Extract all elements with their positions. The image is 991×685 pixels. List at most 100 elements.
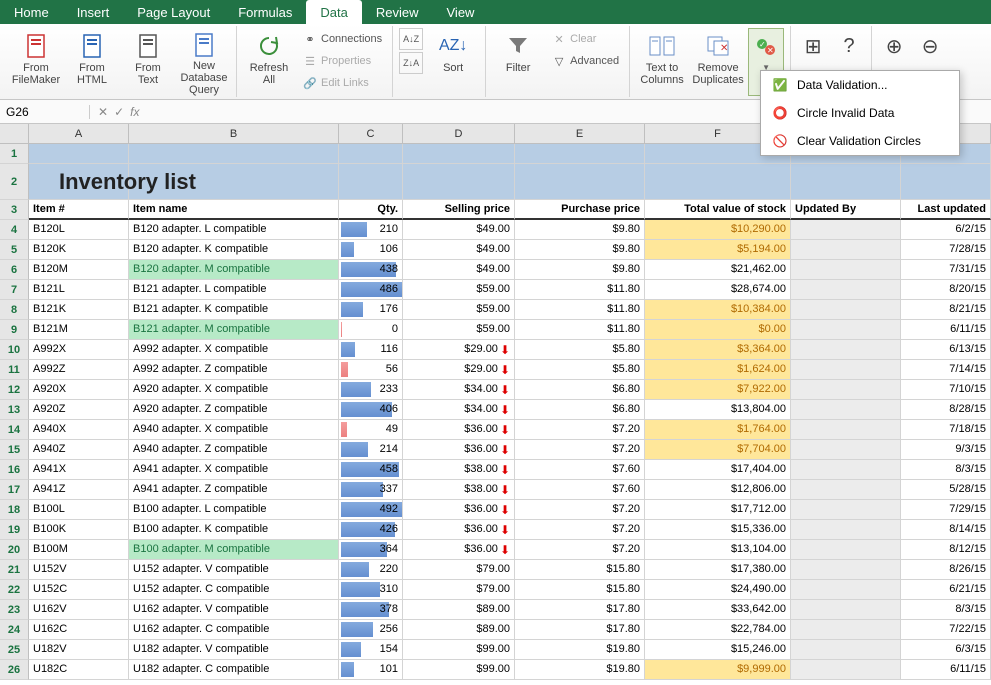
total-value[interactable]: $5,194.00 (645, 240, 791, 260)
qty-cell[interactable]: 486 (339, 280, 403, 300)
last-updated[interactable]: 7/31/15 (901, 260, 991, 280)
qty-cell[interactable]: 56 (339, 360, 403, 380)
row-head[interactable]: 7 (0, 280, 29, 300)
purchase-price[interactable]: $7.20 (515, 520, 645, 540)
qty-cell[interactable]: 378 (339, 600, 403, 620)
row-head[interactable]: 22 (0, 580, 29, 600)
last-updated[interactable]: 6/11/15 (901, 660, 991, 680)
row-head[interactable]: 17 (0, 480, 29, 500)
item-name[interactable]: A941 adapter. X compatible (129, 460, 339, 480)
cell[interactable] (515, 144, 645, 164)
last-updated[interactable]: 6/2/15 (901, 220, 991, 240)
item-id[interactable]: A920Z (29, 400, 129, 420)
purchase-price[interactable]: $9.80 (515, 240, 645, 260)
total-value[interactable]: $1,764.00 (645, 420, 791, 440)
row-head[interactable]: 8 (0, 300, 29, 320)
updated-by[interactable] (791, 640, 901, 660)
last-updated[interactable]: 6/13/15 (901, 340, 991, 360)
sell-price[interactable]: $99.00 (403, 640, 515, 660)
row-head[interactable]: 25 (0, 640, 29, 660)
qty-cell[interactable]: 492 (339, 500, 403, 520)
purchase-price[interactable]: $15.80 (515, 580, 645, 600)
item-id[interactable]: B121M (29, 320, 129, 340)
item-id[interactable]: A920X (29, 380, 129, 400)
item-name[interactable]: A992 adapter. Z compatible (129, 360, 339, 380)
updated-by[interactable] (791, 260, 901, 280)
cell[interactable] (339, 164, 403, 200)
sell-price[interactable]: $34.00⬇ (403, 380, 515, 400)
item-name[interactable]: B120 adapter. M compatible (129, 260, 339, 280)
col-head-B[interactable]: B (129, 124, 339, 144)
edit-links-button[interactable]: 🔗Edit Links (299, 72, 386, 94)
updated-by[interactable] (791, 280, 901, 300)
total-value[interactable]: $10,384.00 (645, 300, 791, 320)
row-head[interactable]: 5 (0, 240, 29, 260)
purchase-price[interactable]: $6.80 (515, 380, 645, 400)
total-value[interactable]: $15,336.00 (645, 520, 791, 540)
qty-cell[interactable]: 310 (339, 580, 403, 600)
table-header[interactable]: Item # (29, 200, 129, 220)
name-box[interactable]: G26 (0, 105, 90, 119)
item-id[interactable]: A941Z (29, 480, 129, 500)
purchase-price[interactable]: $9.80 (515, 260, 645, 280)
sort-za-button[interactable]: Z↓A (399, 52, 423, 74)
updated-by[interactable] (791, 540, 901, 560)
total-value[interactable]: $17,404.00 (645, 460, 791, 480)
ribbon-tab-page-layout[interactable]: Page Layout (123, 0, 224, 24)
sell-price[interactable]: $38.00⬇ (403, 480, 515, 500)
item-id[interactable]: B120L (29, 220, 129, 240)
updated-by[interactable] (791, 500, 901, 520)
filemaker-button[interactable]: FromFileMaker (10, 28, 62, 96)
total-value[interactable]: $13,104.00 (645, 540, 791, 560)
item-id[interactable]: B121L (29, 280, 129, 300)
ribbon-tab-home[interactable]: Home (0, 0, 63, 24)
html-button[interactable]: FromHTML (66, 28, 118, 96)
row-head[interactable]: 11 (0, 360, 29, 380)
purchase-price[interactable]: $15.80 (515, 560, 645, 580)
last-updated[interactable]: 7/22/15 (901, 620, 991, 640)
total-value[interactable]: $0.00 (645, 320, 791, 340)
qty-cell[interactable]: 214 (339, 440, 403, 460)
last-updated[interactable]: 8/3/15 (901, 460, 991, 480)
last-updated[interactable]: 7/10/15 (901, 380, 991, 400)
last-updated[interactable]: 8/20/15 (901, 280, 991, 300)
sell-price[interactable]: $29.00⬇ (403, 340, 515, 360)
table-header[interactable]: Updated By (791, 200, 901, 220)
updated-by[interactable] (791, 420, 901, 440)
total-value[interactable]: $17,712.00 (645, 500, 791, 520)
col-head-A[interactable]: A (29, 124, 129, 144)
sell-price[interactable]: $59.00 (403, 320, 515, 340)
last-updated[interactable]: 7/18/15 (901, 420, 991, 440)
dv-clear-circles[interactable]: 🚫Clear Validation Circles (761, 127, 959, 155)
inventory-title[interactable]: Inventory list (29, 164, 129, 200)
sell-price[interactable]: $38.00⬇ (403, 460, 515, 480)
item-name[interactable]: B100 adapter. M compatible (129, 540, 339, 560)
total-value[interactable]: $22,784.00 (645, 620, 791, 640)
purchase-price[interactable]: $11.80 (515, 320, 645, 340)
item-name[interactable]: B100 adapter. L compatible (129, 500, 339, 520)
ribbon-tab-formulas[interactable]: Formulas (224, 0, 306, 24)
ribbon-tab-view[interactable]: View (433, 0, 489, 24)
updated-by[interactable] (791, 220, 901, 240)
purchase-price[interactable]: $11.80 (515, 300, 645, 320)
item-id[interactable]: U182V (29, 640, 129, 660)
row-head[interactable]: 14 (0, 420, 29, 440)
item-name[interactable]: A941 adapter. Z compatible (129, 480, 339, 500)
ribbon-tab-review[interactable]: Review (362, 0, 433, 24)
qty-cell[interactable]: 210 (339, 220, 403, 240)
item-id[interactable]: B120M (29, 260, 129, 280)
filter-button[interactable]: Filter (492, 28, 544, 96)
sell-price[interactable]: $59.00 (403, 280, 515, 300)
updated-by[interactable] (791, 520, 901, 540)
sell-price[interactable]: $49.00 (403, 240, 515, 260)
dbquery-button[interactable]: NewDatabase Query (178, 28, 230, 96)
item-name[interactable]: U162 adapter. V compatible (129, 600, 339, 620)
total-value[interactable]: $3,364.00 (645, 340, 791, 360)
item-id[interactable]: B100K (29, 520, 129, 540)
last-updated[interactable]: 8/26/15 (901, 560, 991, 580)
sell-price[interactable]: $89.00 (403, 600, 515, 620)
item-id[interactable]: B100M (29, 540, 129, 560)
total-value[interactable]: $12,806.00 (645, 480, 791, 500)
row-head[interactable]: 16 (0, 460, 29, 480)
qty-cell[interactable]: 406 (339, 400, 403, 420)
